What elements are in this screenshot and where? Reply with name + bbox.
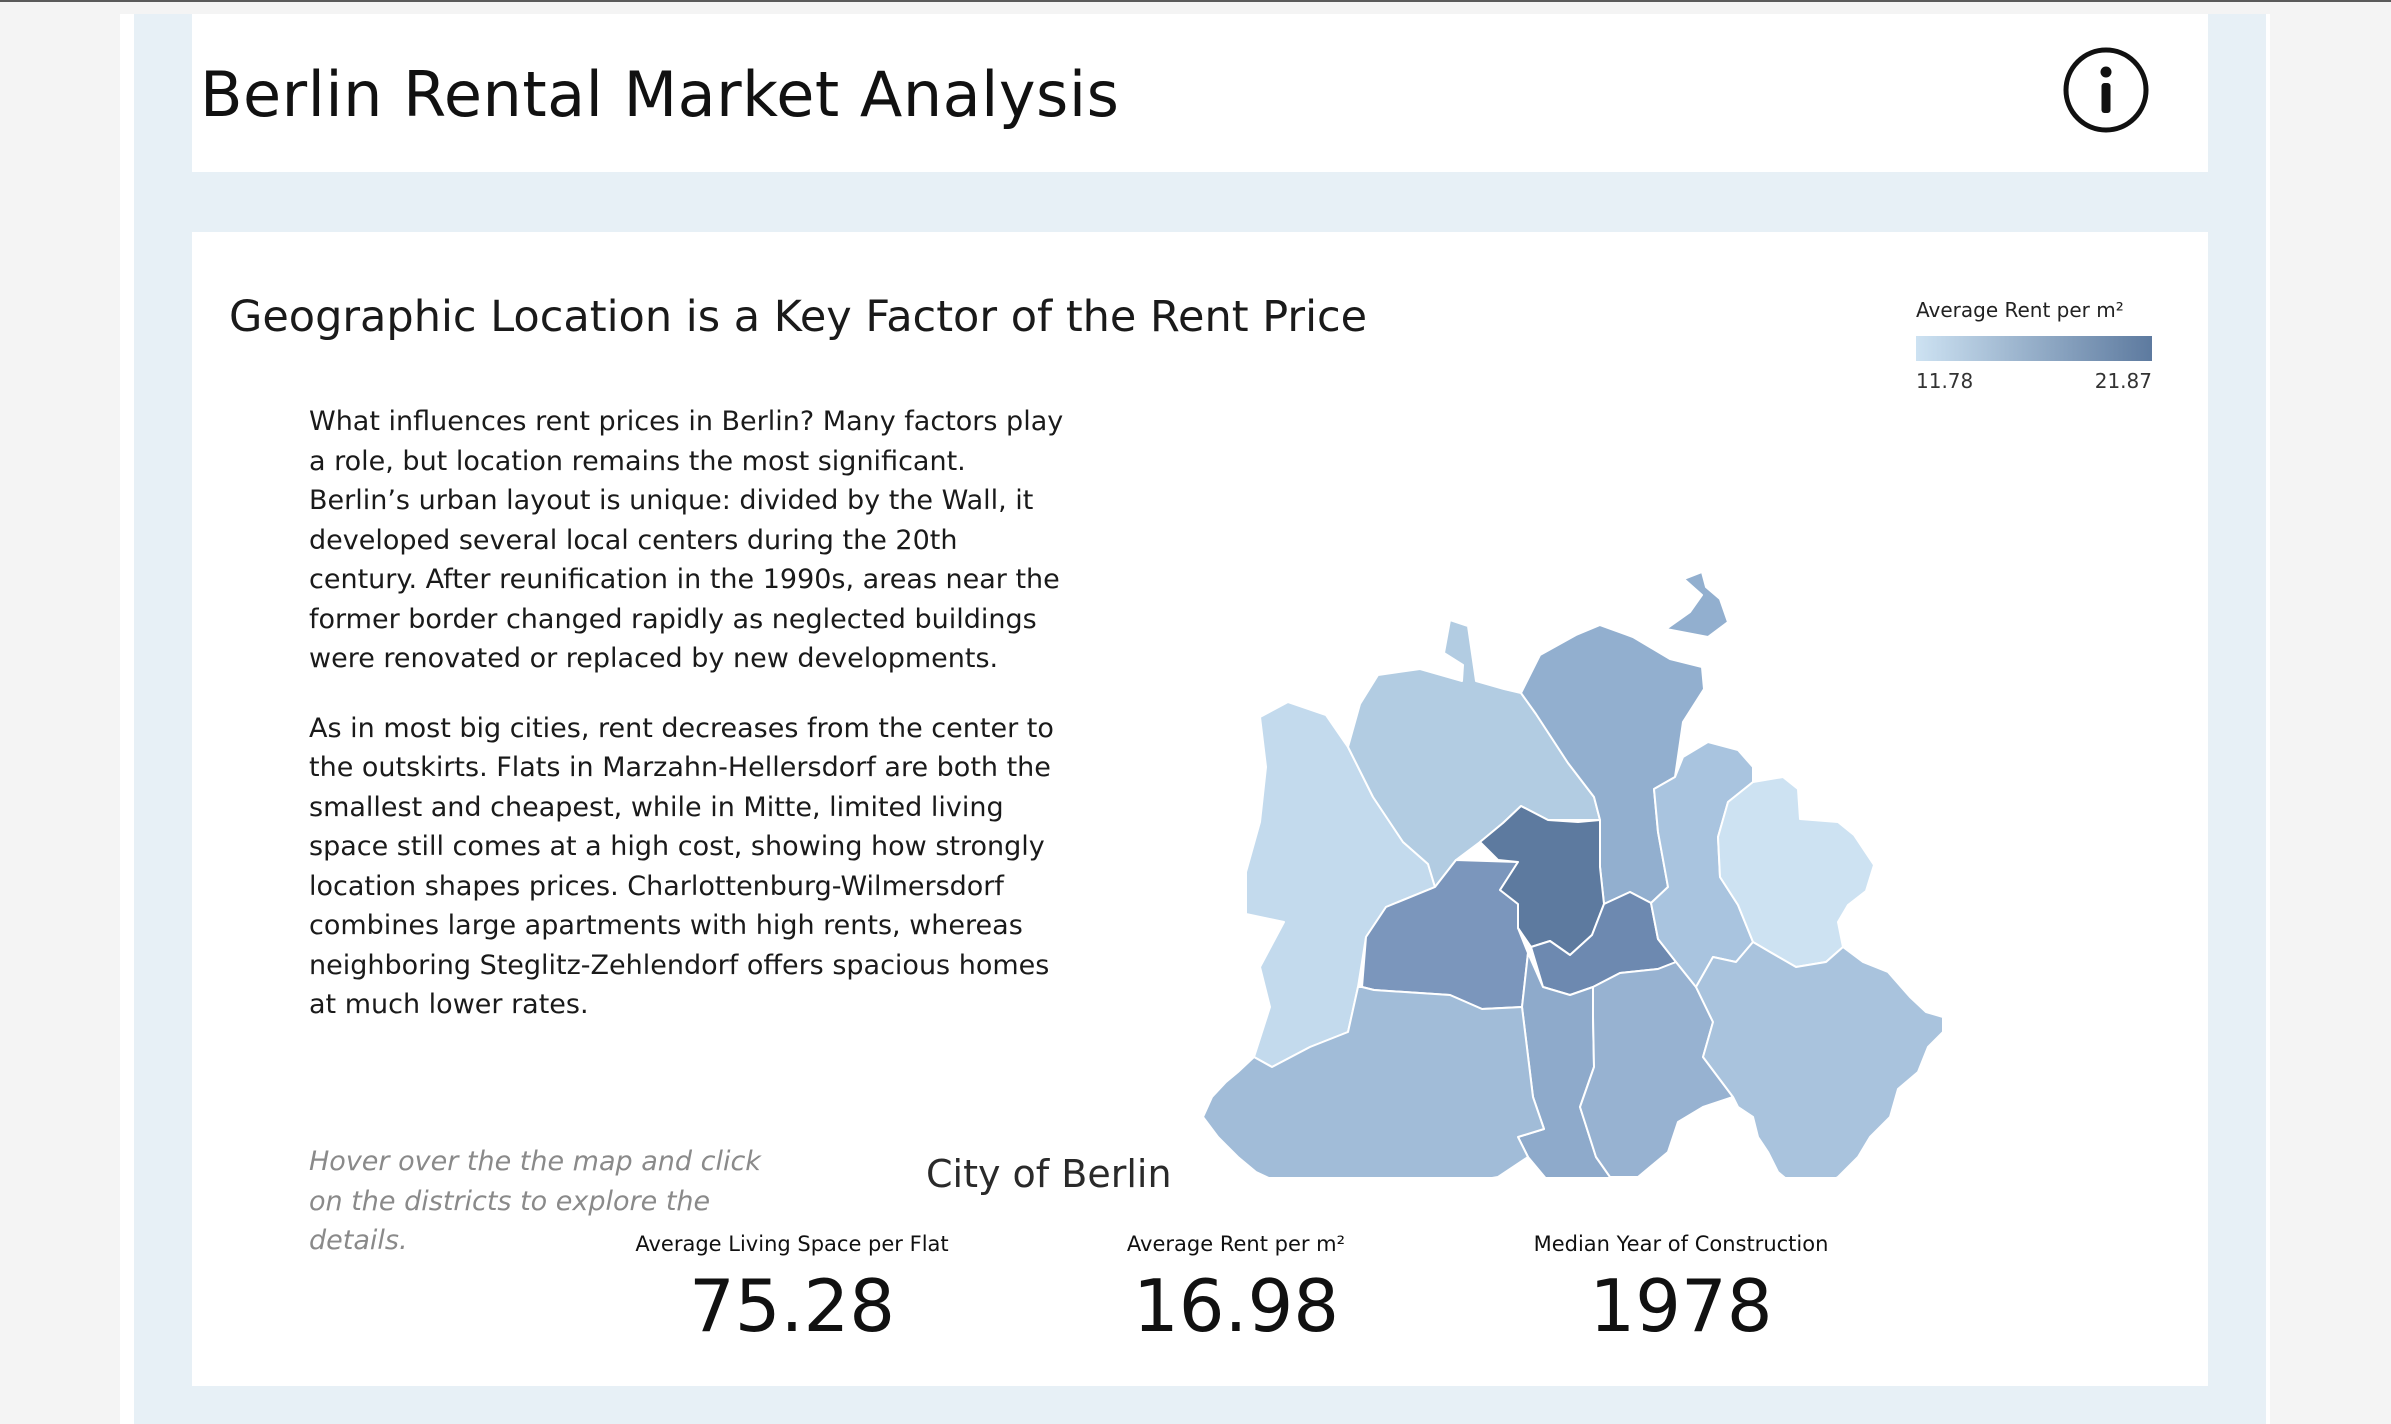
district-neukoelln[interactable] — [1579, 961, 1734, 1177]
info-button[interactable] — [2062, 46, 2150, 134]
kpi-average-rent: Average Rent per m² 16.98 — [1016, 1232, 1456, 1348]
page-title: Berlin Rental Market Analysis — [200, 58, 1120, 131]
region-name: City of Berlin — [926, 1152, 1172, 1196]
kpi-living-space: Average Living Space per Flat 75.28 — [572, 1232, 1012, 1348]
kpi-value: 16.98 — [1132, 1264, 1340, 1348]
legend-title: Average Rent per m² — [1916, 298, 2124, 322]
kpi-value: 1978 — [1589, 1264, 1773, 1348]
berlin-district-map — [1198, 417, 2100, 1177]
info-circle-icon — [2063, 47, 2149, 133]
description-paragraph-2: As in most big cities, rent decreases fr… — [309, 712, 1054, 1021]
kpi-label: Median Year of Construction — [1533, 1232, 1829, 1256]
main-panel: Geographic Location is a Key Factor of t… — [192, 232, 2208, 1386]
legend-labels: 11.78 21.87 — [1916, 369, 2152, 393]
district-marzahn-hellersdorf[interactable] — [1717, 776, 1875, 968]
district-treptow-koepenick[interactable] — [1695, 941, 1944, 1177]
description-paragraph-1: What influences rent prices in Berlin? M… — [309, 406, 1064, 674]
section-title: Geographic Location is a Key Factor of t… — [229, 292, 1368, 342]
kpi-median-construction-year: Median Year of Construction 1978 — [1461, 1232, 1901, 1348]
header-panel: Berlin Rental Market Analysis — [192, 14, 2208, 172]
kpi-label: Average Rent per m² — [1126, 1232, 1346, 1256]
kpi-label: Average Living Space per Flat — [635, 1232, 949, 1256]
window-top-border — [0, 0, 2391, 2]
kpi-value: 75.28 — [688, 1264, 896, 1348]
map-hint-text: Hover over the the map and click on the … — [309, 1146, 761, 1256]
berlin-map-svg — [1202, 571, 1944, 1177]
legend-min-label: 11.78 — [1916, 369, 1974, 393]
color-legend: Average Rent per m² 11.78 21.87 — [1916, 298, 2156, 393]
description: What influences rent prices in Berlin? M… — [309, 402, 1069, 1055]
legend-max-label: 21.87 — [2094, 369, 2152, 393]
legend-gradient-bar — [1916, 336, 2152, 361]
dashboard: Berlin Rental Market Analysis Geographic… — [134, 14, 2266, 1424]
district-steglitz-zehlendorf[interactable] — [1202, 986, 1545, 1177]
